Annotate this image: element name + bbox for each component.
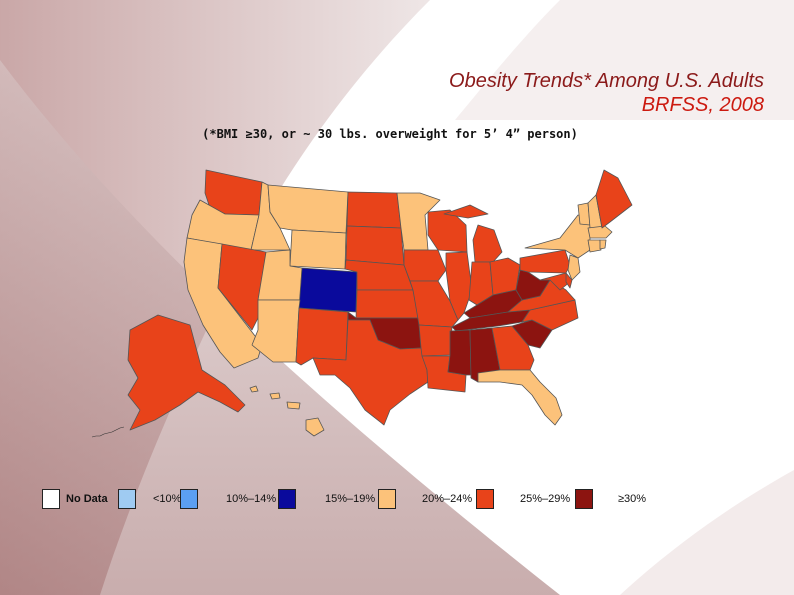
state-nm	[295, 307, 349, 366]
state-mo	[409, 280, 459, 328]
legend-swatch-lt10	[118, 489, 136, 509]
state-nd	[346, 191, 402, 229]
state-ms	[447, 329, 472, 376]
state-oh	[489, 257, 521, 296]
state-az	[251, 299, 301, 363]
state-nj	[567, 254, 581, 281]
legend-label-20-24: 20%–24%	[422, 493, 473, 505]
legend-swatch-15-19	[278, 489, 296, 509]
state-fl	[477, 369, 563, 426]
legend-label-25-29: 25%–29%	[520, 493, 571, 505]
legend-label-15-19: 15%–19%	[325, 493, 376, 505]
state-ak	[127, 314, 246, 431]
state-de	[565, 272, 573, 289]
bmi-footnote: (*BMI ≥30, or ~ 30 lbs. overweight for 5…	[202, 127, 578, 141]
state-nv	[217, 243, 267, 331]
state-wy	[289, 229, 347, 270]
legend-swatch-no-data	[42, 489, 60, 509]
state-ct	[587, 239, 602, 253]
state-ri	[599, 239, 607, 250]
ak-island-chain	[91, 426, 125, 438]
state-mn	[396, 192, 441, 251]
state-me	[595, 169, 633, 229]
legend-swatch-10-14	[180, 489, 198, 509]
legend-swatch-25-29	[476, 489, 494, 509]
slide-subtitle-year: BRFSS, 2008	[641, 94, 764, 116]
legend-swatch-20-24	[378, 489, 396, 509]
state-co	[298, 267, 358, 313]
state-ar	[418, 324, 453, 357]
state-ma	[587, 225, 613, 239]
state-pa	[519, 249, 571, 274]
state-ia	[403, 249, 447, 282]
state-hi	[249, 385, 325, 437]
legend-swatch-ge30	[575, 489, 593, 509]
legend-label-no-data: No Data	[66, 493, 108, 505]
state-il	[445, 251, 473, 321]
slide-title: Obesity Trends* Among U.S. Adults	[449, 70, 764, 92]
legend-label-10-14: 10%–14%	[226, 493, 277, 505]
legend-label-ge30: ≥30%	[618, 493, 647, 505]
state-md	[539, 272, 571, 291]
state-mt	[267, 184, 349, 234]
state-ks	[355, 289, 420, 319]
state-sd	[345, 225, 405, 266]
legend-label-lt10: <10%	[153, 493, 182, 505]
